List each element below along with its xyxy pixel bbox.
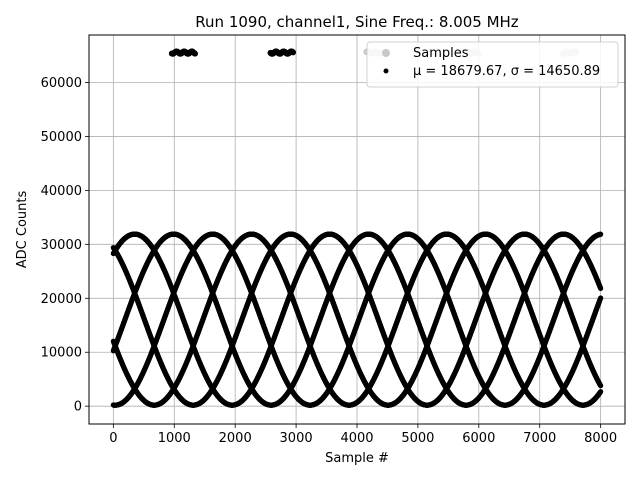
data-points: [110, 48, 604, 408]
grid: [89, 35, 625, 424]
sample-point: [598, 383, 604, 389]
sample-point: [598, 285, 604, 292]
sine-trace: [110, 231, 604, 408]
